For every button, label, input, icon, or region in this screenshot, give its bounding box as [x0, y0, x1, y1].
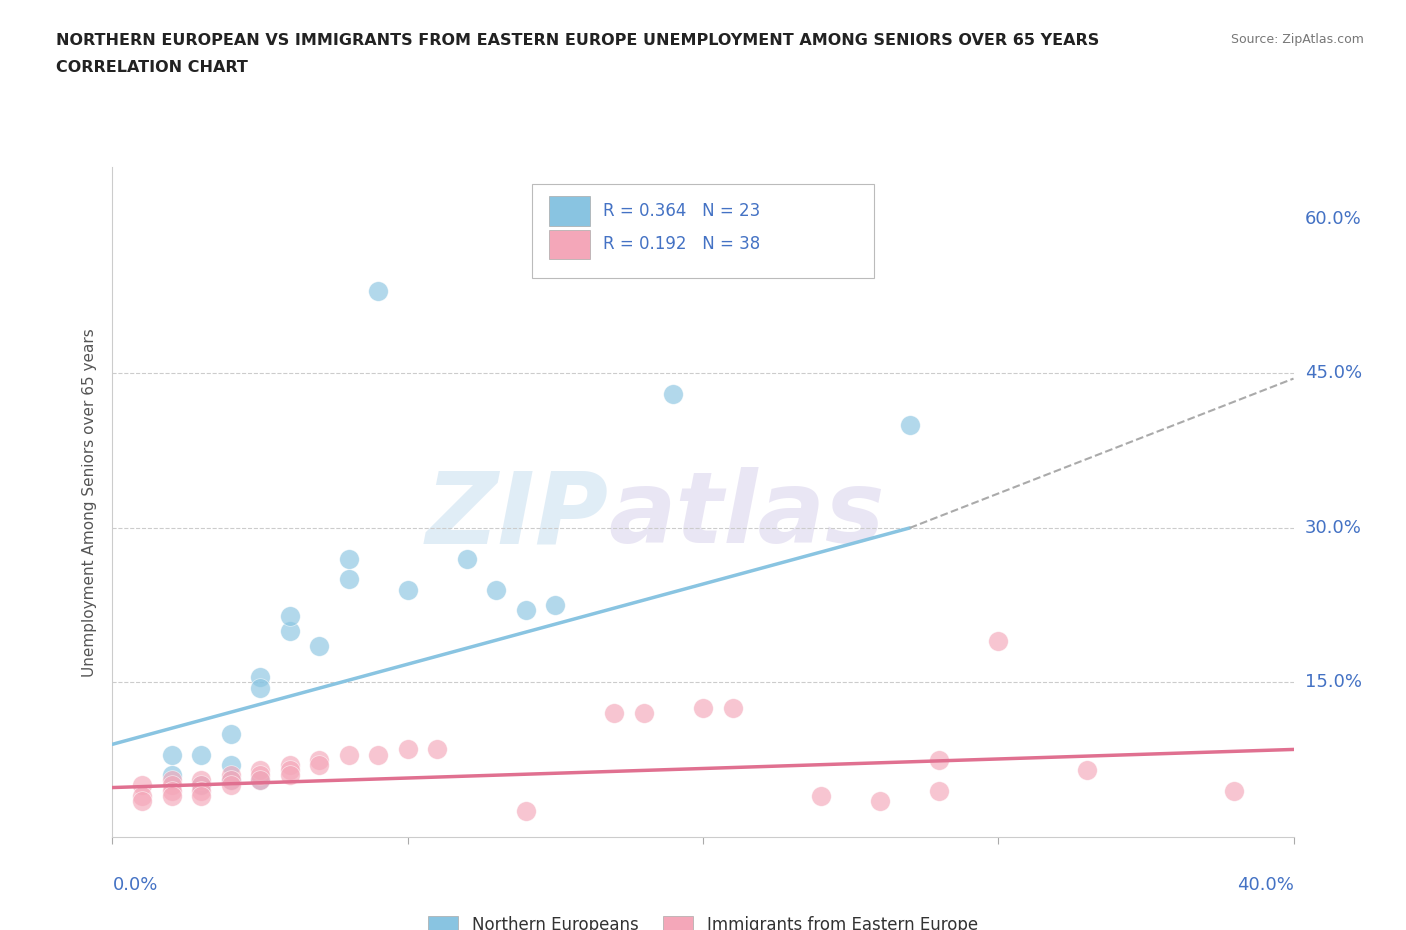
- Point: [190, 747, 212, 762]
- Point: [1223, 783, 1246, 798]
- FancyBboxPatch shape: [531, 184, 875, 278]
- Point: [190, 783, 212, 798]
- Point: [810, 789, 832, 804]
- Text: R = 0.364   N = 23: R = 0.364 N = 23: [603, 202, 759, 219]
- Point: [160, 768, 183, 783]
- Point: [219, 778, 242, 793]
- Point: [308, 639, 330, 654]
- Text: ZIP: ZIP: [426, 467, 609, 565]
- Point: [396, 742, 419, 757]
- Text: R = 0.192   N = 38: R = 0.192 N = 38: [603, 235, 759, 253]
- Point: [928, 783, 950, 798]
- Point: [337, 747, 360, 762]
- Point: [190, 778, 212, 793]
- Text: 45.0%: 45.0%: [1305, 365, 1362, 382]
- Text: NORTHERN EUROPEAN VS IMMIGRANTS FROM EASTERN EUROPE UNEMPLOYMENT AMONG SENIORS O: NORTHERN EUROPEAN VS IMMIGRANTS FROM EAS…: [56, 33, 1099, 47]
- Point: [898, 418, 921, 432]
- Point: [426, 742, 449, 757]
- Point: [515, 603, 537, 618]
- Point: [278, 763, 301, 777]
- Point: [1076, 763, 1098, 777]
- Point: [396, 582, 419, 597]
- Text: atlas: atlas: [609, 467, 884, 565]
- Point: [544, 598, 567, 613]
- Point: [869, 793, 891, 808]
- Point: [987, 634, 1010, 649]
- Point: [928, 752, 950, 767]
- Text: Source: ZipAtlas.com: Source: ZipAtlas.com: [1230, 33, 1364, 46]
- Text: 40.0%: 40.0%: [1237, 876, 1294, 894]
- Point: [219, 726, 242, 741]
- Point: [367, 284, 389, 299]
- Point: [278, 623, 301, 638]
- Point: [337, 551, 360, 566]
- Point: [131, 793, 153, 808]
- Point: [219, 773, 242, 788]
- Point: [190, 778, 212, 793]
- Text: 30.0%: 30.0%: [1305, 519, 1361, 537]
- Point: [219, 768, 242, 783]
- Text: 0.0%: 0.0%: [112, 876, 157, 894]
- Point: [249, 763, 271, 777]
- Point: [219, 757, 242, 772]
- Point: [190, 773, 212, 788]
- Point: [131, 789, 153, 804]
- Point: [485, 582, 508, 597]
- FancyBboxPatch shape: [550, 230, 589, 259]
- Point: [308, 752, 330, 767]
- Point: [160, 783, 183, 798]
- Point: [249, 773, 271, 788]
- Point: [278, 757, 301, 772]
- Point: [249, 773, 271, 788]
- Point: [160, 789, 183, 804]
- Y-axis label: Unemployment Among Seniors over 65 years: Unemployment Among Seniors over 65 years: [82, 328, 97, 677]
- Point: [160, 747, 183, 762]
- Point: [278, 768, 301, 783]
- Point: [692, 701, 714, 716]
- Legend: Northern Europeans, Immigrants from Eastern Europe: Northern Europeans, Immigrants from East…: [422, 910, 984, 930]
- Point: [308, 757, 330, 772]
- Point: [367, 747, 389, 762]
- Point: [721, 701, 744, 716]
- Point: [662, 387, 685, 402]
- Point: [278, 608, 301, 623]
- Point: [219, 773, 242, 788]
- Point: [190, 789, 212, 804]
- Point: [515, 804, 537, 818]
- Point: [160, 778, 183, 793]
- Point: [603, 706, 626, 721]
- Point: [131, 778, 153, 793]
- Point: [160, 773, 183, 788]
- Text: 60.0%: 60.0%: [1305, 210, 1361, 228]
- Point: [633, 706, 655, 721]
- Point: [249, 768, 271, 783]
- Point: [249, 680, 271, 695]
- Point: [249, 670, 271, 684]
- Text: 15.0%: 15.0%: [1305, 673, 1361, 692]
- FancyBboxPatch shape: [550, 196, 589, 226]
- Point: [456, 551, 478, 566]
- Text: CORRELATION CHART: CORRELATION CHART: [56, 60, 247, 75]
- Point: [337, 572, 360, 587]
